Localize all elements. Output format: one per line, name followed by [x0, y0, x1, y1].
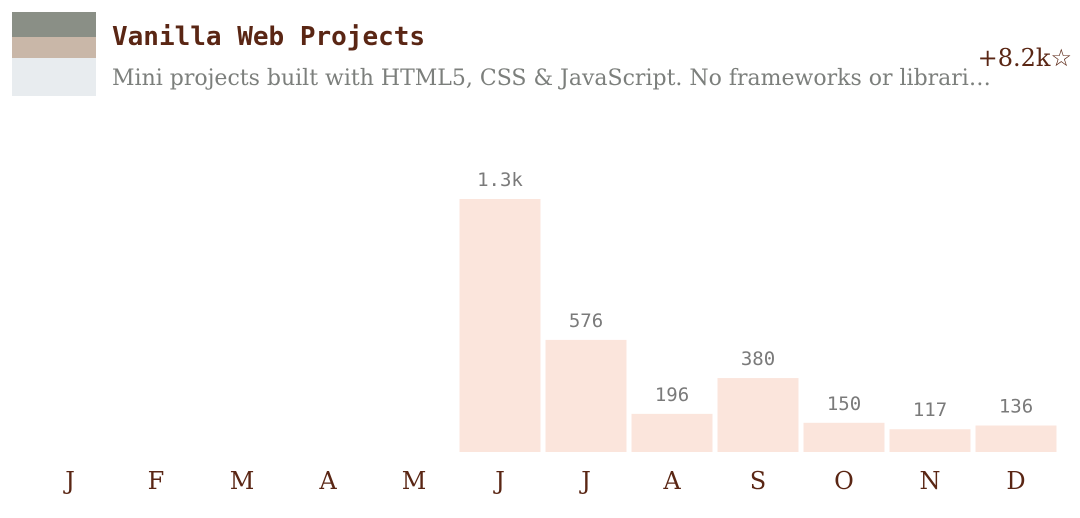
value-label: 196 — [655, 384, 689, 406]
x-tick-label: O — [834, 467, 854, 495]
bar — [717, 378, 799, 452]
x-tick-label: M — [230, 467, 255, 495]
star-count: +8.2k☆ — [977, 44, 1072, 72]
x-tick-label: J — [578, 467, 591, 495]
bar — [545, 339, 627, 452]
bar — [631, 413, 713, 452]
value-label: 136 — [999, 396, 1033, 418]
repo-description: Mini projects built with HTML5, CSS & Ja… — [112, 66, 991, 91]
value-label: 1.3k — [477, 169, 523, 191]
value-label: 150 — [827, 393, 861, 415]
x-tick-label: A — [318, 467, 337, 495]
x-tick-label: F — [148, 467, 165, 495]
x-tick-label: D — [1006, 467, 1025, 495]
x-tick-label: J — [492, 467, 505, 495]
value-label: 576 — [569, 310, 603, 332]
x-tick-label: J — [62, 467, 75, 495]
x-tick-label: A — [662, 467, 681, 495]
value-label: 117 — [913, 399, 947, 421]
repo-title[interactable]: Vanilla Web Projects — [112, 22, 426, 52]
bar — [803, 422, 885, 452]
bar — [889, 429, 971, 452]
x-tick-label: M — [402, 467, 427, 495]
avatar[interactable] — [12, 12, 96, 96]
bar — [975, 425, 1057, 452]
x-tick-label: N — [920, 467, 941, 495]
x-tick-label: S — [750, 467, 766, 495]
value-label: 380 — [741, 348, 775, 370]
repo-header: Vanilla Web Projects Mini projects built… — [0, 0, 1080, 110]
bar — [459, 199, 541, 452]
